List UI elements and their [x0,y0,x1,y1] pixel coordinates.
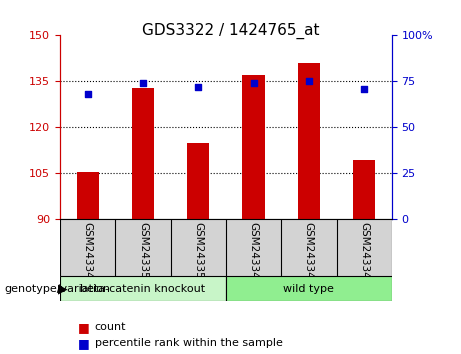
Point [139,80,147,86]
Text: GSM243348: GSM243348 [359,222,369,286]
Bar [187,143,209,219]
Text: ■: ■ [78,321,90,334]
Text: GSM243350: GSM243350 [138,222,148,286]
Point [195,84,202,90]
Bar [226,276,392,301]
Point [361,86,368,92]
Text: ▶: ▶ [58,282,67,295]
Text: GDS3322 / 1424765_at: GDS3322 / 1424765_at [142,23,319,39]
Point [250,80,257,86]
Bar [353,160,375,219]
Text: GSM243349: GSM243349 [83,222,93,286]
Text: ■: ■ [78,337,90,350]
Point [305,79,313,84]
Text: genotype/variation: genotype/variation [5,284,111,293]
Text: percentile rank within the sample: percentile rank within the sample [95,338,283,348]
Text: GSM243351: GSM243351 [193,222,203,286]
Text: beta-catenin knockout: beta-catenin knockout [80,284,206,293]
Text: wild type: wild type [284,284,334,293]
Bar [298,63,320,219]
Text: GSM243346: GSM243346 [248,222,259,286]
Bar [60,276,226,301]
Bar [132,87,154,219]
Point [84,91,91,97]
Text: count: count [95,322,126,332]
Bar [77,172,99,219]
Bar [242,75,265,219]
Text: GSM243347: GSM243347 [304,222,314,286]
